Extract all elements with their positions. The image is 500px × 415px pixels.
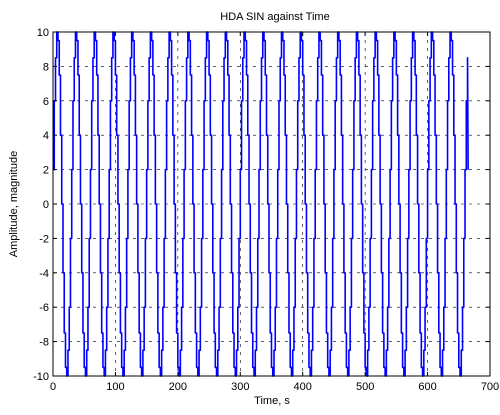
series-line bbox=[53, 31, 469, 377]
y-tick-label: 2 bbox=[43, 165, 49, 177]
x-tick-label: 0 bbox=[50, 381, 56, 393]
y-tick-label: 10 bbox=[37, 27, 49, 39]
x-tick-label: 700 bbox=[481, 381, 499, 393]
y-tick-label: 0 bbox=[43, 199, 49, 211]
y-tick-label: 6 bbox=[43, 96, 49, 108]
plot-series bbox=[53, 31, 469, 377]
chart-title: HDA SIN against Time bbox=[220, 11, 329, 23]
x-tick-label: 600 bbox=[418, 381, 436, 393]
x-tick-label: 400 bbox=[294, 381, 312, 393]
y-axis-label: Amplitude, magnitude bbox=[8, 151, 20, 257]
y-tick-label: -4 bbox=[39, 268, 49, 280]
x-tick-label: 500 bbox=[356, 381, 374, 393]
x-axis-label: Time, s bbox=[254, 395, 290, 407]
y-tick-label: -2 bbox=[39, 233, 49, 245]
y-tick-label: 8 bbox=[43, 61, 49, 73]
y-tick-label: -6 bbox=[39, 302, 49, 314]
y-tick-label: -8 bbox=[39, 337, 49, 349]
ticks: 0 100 200 300 400 500 600 700 -10 -8 -6 -4 -2 0 2 4 6 8 10 bbox=[33, 27, 499, 393]
x-tick-label: 200 bbox=[169, 381, 187, 393]
x-tick-label: 100 bbox=[106, 381, 124, 393]
x-tick-label: 300 bbox=[231, 381, 249, 393]
y-tick-label: 4 bbox=[43, 130, 49, 142]
y-tick-label: -10 bbox=[33, 371, 49, 383]
